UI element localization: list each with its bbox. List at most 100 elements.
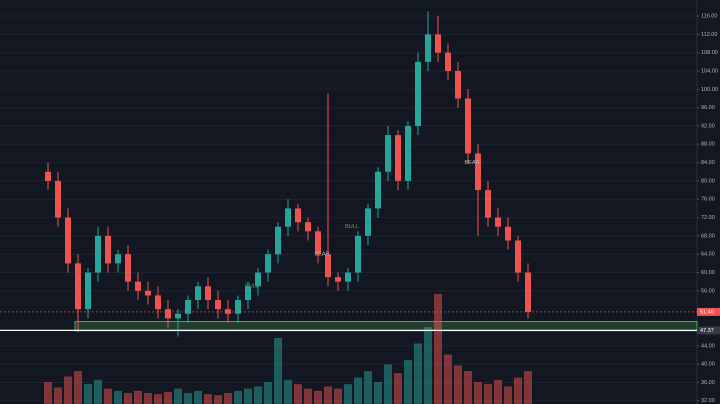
candle-body	[105, 235, 111, 264]
volume-bar	[234, 390, 242, 404]
volume-bar	[154, 394, 162, 404]
volume-bar	[194, 390, 202, 404]
volume-bar	[64, 376, 72, 404]
candle-body	[495, 217, 501, 227]
candle-body	[175, 313, 181, 319]
y-tick-label: 104.00	[701, 68, 718, 74]
volume-bar	[414, 343, 422, 404]
candle-body	[85, 272, 91, 310]
candle-body	[135, 281, 141, 291]
candle-body	[295, 208, 301, 223]
volume-bar	[264, 382, 272, 404]
candle-body	[335, 277, 341, 282]
volume-bar	[464, 371, 472, 404]
volume-bar	[454, 365, 462, 404]
candle-body	[425, 34, 431, 62]
y-tick-label: 44.00	[701, 343, 715, 349]
y-tick-label: 108.00	[701, 50, 718, 56]
candle-body	[355, 235, 361, 273]
candle-body	[65, 217, 71, 264]
signal-label: BULL	[345, 224, 359, 230]
candle-body	[75, 263, 81, 310]
candle-body	[345, 272, 351, 282]
price-label: 47.37	[700, 328, 714, 334]
y-tick-label: 72.00	[701, 215, 715, 221]
candle-body	[305, 222, 311, 232]
candle-body	[515, 240, 521, 273]
candle-body	[385, 135, 391, 172]
y-tick-label: 100.00	[701, 87, 718, 93]
volume-bar	[114, 390, 122, 404]
volume-bar	[444, 354, 452, 404]
volume-bar	[224, 393, 232, 404]
y-tick-label: 32.00	[701, 398, 715, 404]
candle-body	[505, 226, 511, 241]
volume-bar	[284, 379, 292, 404]
volume-bar	[494, 379, 502, 404]
y-tick-label: 116.00	[701, 13, 717, 19]
candle-body	[145, 290, 151, 296]
candle-body	[285, 208, 291, 227]
volume-bar	[124, 393, 132, 404]
candle-body	[435, 34, 441, 53]
y-tick-label: 112.00	[701, 32, 717, 38]
volume-bar	[334, 388, 342, 404]
y-tick-label: 76.00	[701, 197, 715, 203]
volume-bar	[54, 387, 62, 404]
price-label: 51.40	[700, 309, 714, 315]
candle-body	[45, 171, 51, 181]
y-tick-label: 88.00	[701, 142, 715, 148]
y-tick-label: 68.00	[701, 233, 715, 239]
y-tick-label: 60.00	[701, 270, 715, 276]
candle-body	[465, 98, 471, 154]
candle-body	[375, 171, 381, 209]
volume-bar	[344, 384, 352, 404]
candle-body	[415, 61, 421, 126]
volume-bar	[214, 395, 222, 404]
candle-body	[525, 272, 531, 312]
volume-bar	[84, 384, 92, 404]
candle-body	[205, 286, 211, 301]
volume-bar	[244, 388, 252, 404]
candle-body	[255, 272, 261, 287]
candle-body	[475, 153, 481, 191]
y-tick-label: 96.00	[701, 105, 715, 111]
volume-bar	[524, 371, 532, 404]
volume-bar	[514, 377, 522, 404]
candle-body	[235, 300, 241, 314]
volume-bar	[164, 391, 172, 404]
volume-bar	[384, 364, 392, 404]
volume-bar	[274, 338, 282, 404]
y-tick-label: 92.00	[701, 123, 715, 129]
volume-bar	[394, 373, 402, 404]
candle-body	[265, 254, 271, 273]
volume-bar	[484, 384, 492, 404]
volume-bar	[374, 382, 382, 404]
candle-body	[115, 254, 121, 264]
candle-body	[365, 208, 371, 236]
y-tick-label: 40.00	[701, 362, 715, 368]
candle-body	[55, 180, 61, 218]
price-tag	[697, 307, 720, 316]
candle-body	[155, 295, 161, 310]
volume-bar	[254, 386, 262, 404]
volume-bar	[474, 382, 482, 404]
volume-bar	[324, 386, 332, 404]
volume-bar	[424, 327, 432, 404]
volume-bar	[44, 382, 52, 404]
candle-body	[245, 286, 251, 301]
volume-bar	[94, 379, 102, 404]
volume-bar	[74, 371, 82, 404]
volume-bar	[294, 384, 302, 404]
volume-bar	[354, 377, 362, 404]
volume-bar	[304, 388, 312, 404]
y-tick-label: 80.00	[701, 178, 715, 184]
candle-body	[215, 300, 221, 310]
price-tag	[697, 326, 720, 335]
y-tick-label: 56.00	[701, 288, 715, 294]
candle-body	[325, 254, 331, 278]
signal-label: BULL	[245, 284, 259, 290]
candle-body	[225, 309, 231, 314]
